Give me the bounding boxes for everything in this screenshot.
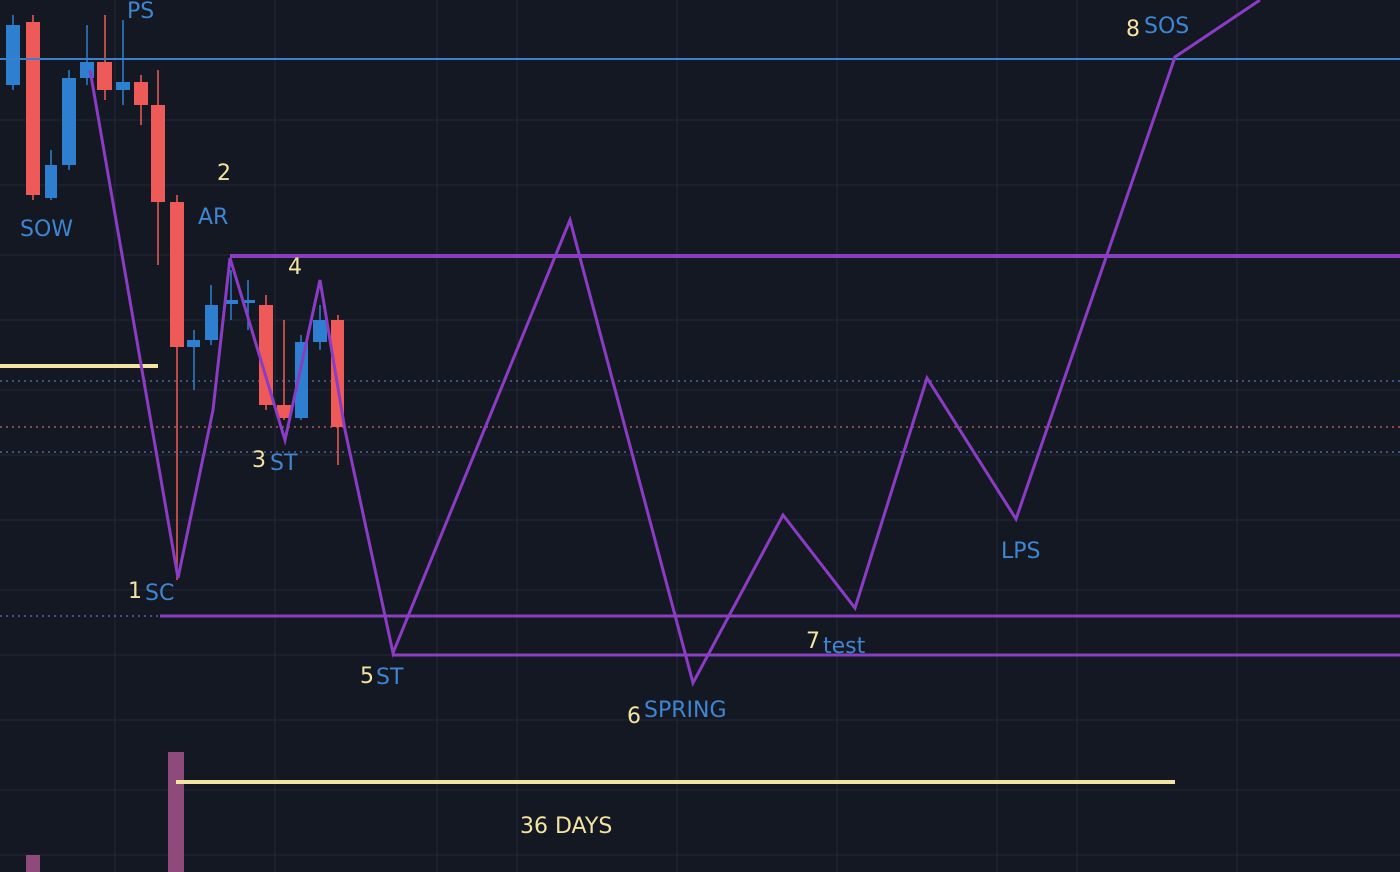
label: PS — [127, 0, 154, 24]
phase-number: 2 — [217, 161, 231, 186]
wyckoff-path — [88, 0, 1261, 688]
phase-label: ST — [270, 451, 298, 476]
phase-number: 7 — [806, 629, 820, 654]
label: SOW — [20, 217, 73, 242]
phase-label: SPRING — [644, 698, 727, 723]
levels — [0, 58, 1400, 784]
phase-number: 5 — [360, 664, 374, 689]
phase-label: SOS — [1144, 14, 1189, 39]
phase-number: 6 — [627, 704, 641, 729]
dotted-levels — [0, 380, 1400, 617]
phase-number: 3 — [252, 448, 266, 473]
phase-number: 1 — [128, 579, 142, 604]
phase-label: SC — [145, 581, 174, 606]
phase-label: test — [823, 634, 866, 659]
phase-label: ST — [376, 665, 404, 690]
label: AR — [198, 205, 228, 230]
label: LPS — [1001, 539, 1041, 564]
annotations: PS SOW 2 AR 4 3 ST 1 SC 5 ST 6 SPRING 7 … — [20, 0, 1189, 839]
phase-number: 8 — [1126, 17, 1140, 42]
duration-label: 36 DAYS — [520, 814, 612, 839]
phase-number: 4 — [288, 255, 302, 280]
